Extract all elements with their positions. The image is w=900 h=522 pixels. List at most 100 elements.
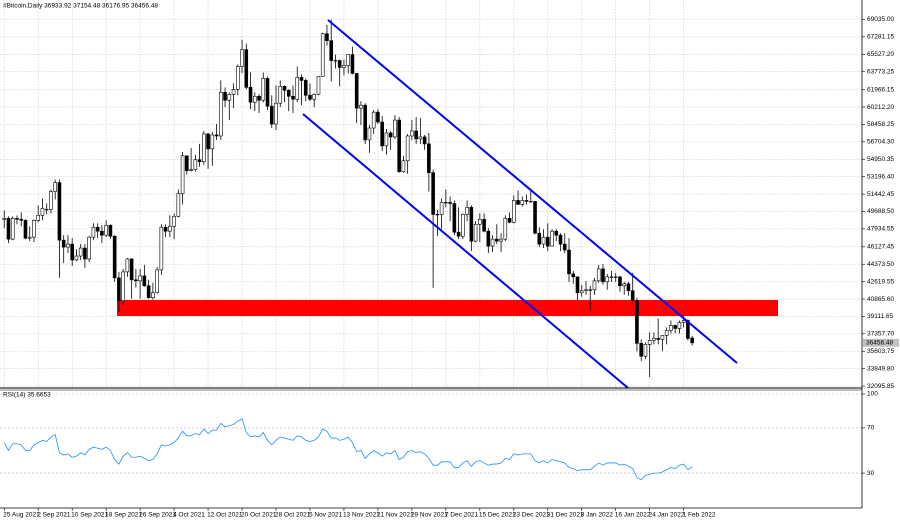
candle-body [465,207,469,215]
candle-body [70,243,74,261]
candle-body [427,143,431,173]
x-tick-label: 25 Aug 2021 [3,512,40,519]
y-tick-label: 46127.45 [867,244,894,251]
candle-body [656,338,660,340]
candle-body [639,343,643,357]
x-tick-label: 8 Jan 2022 [581,512,614,519]
candle-body [562,243,567,251]
candle-body [87,236,91,260]
candle-body [452,203,457,233]
candle-body [163,226,168,232]
candle-body [677,322,682,329]
candle-body [405,135,410,162]
x-tick-label: 5 Nov 2021 [309,512,343,519]
candle-body [240,49,244,67]
candle-body [265,78,270,107]
candle-body [66,243,70,248]
y-tick-label: 35603.75 [867,348,894,355]
x-tick-label: 24 Jan 2022 [649,512,685,519]
candle-body [40,208,45,216]
candle-body [499,238,503,242]
candle-body [554,230,559,236]
y-tick-label: 58458.25 [867,121,894,128]
candle-body [23,219,28,239]
candle-body [690,337,694,344]
y-tick-label: 63773.25 [867,68,894,75]
candle-body [673,325,677,329]
last-price-box [863,338,899,347]
candle-body [333,60,338,62]
candle-body [6,218,11,240]
candle-body [567,249,571,275]
support-zone [117,300,778,316]
candle-body [512,200,516,223]
candle-body [643,344,648,357]
candle-body [618,276,622,287]
candle-body [346,54,350,66]
channel-lower [302,113,629,389]
candle-body [129,258,134,281]
candle-body [252,95,257,103]
candle-body [571,273,576,278]
candle-body [295,77,300,100]
candle-body [235,66,240,90]
candle-body [486,230,491,247]
candle-body [579,290,584,294]
candle-body [503,218,508,240]
candle-body [15,218,19,220]
x-tick-label: 4 Oct 2021 [173,512,205,519]
candle-body [520,200,525,205]
candle-body [435,214,440,216]
candle-body [444,202,448,204]
candle-body [507,218,512,223]
last-price-label: 36456.48 [866,340,893,347]
x-tick-label: 16 Jan 2022 [615,512,651,519]
candle-body [100,230,104,236]
candle-body [359,104,363,109]
candle-body [49,191,53,210]
candle-body [533,201,537,234]
candle-body [83,247,87,260]
candle-body [57,182,62,241]
candle-body [380,121,384,147]
candle-body [516,200,520,205]
rsi-tick-label: 100 [867,391,878,398]
candle-body [320,33,325,77]
candle-body [155,269,159,294]
candle-body [490,238,495,247]
candle-body [53,182,58,192]
candle-body [159,226,164,271]
y-tick-label: 69035.00 [867,16,894,23]
channel-upper [327,19,738,364]
candle-body [248,87,253,103]
chart-title: #Bitcoin,Daily 36933.92 37154.48 36176.9… [3,3,158,10]
y-tick-label: 61966.15 [867,86,894,93]
candle-body [669,325,673,331]
y-tick-label: 33849.80 [867,365,894,372]
candle-body [681,320,686,323]
candle-body [36,215,41,221]
y-tick-label: 37357.70 [867,331,894,338]
y-tick-label: 49688.50 [867,208,894,215]
candle-body [282,86,287,91]
y-tick-label: 60212.20 [867,104,894,111]
candle-body [176,193,181,217]
candle-body [431,172,435,215]
candle-body [112,235,117,279]
candle-body [125,258,130,273]
candle-body [312,93,317,100]
candle-body [495,238,499,242]
candle-body [393,119,397,138]
candle-body [104,224,108,236]
y-tick-label: 67281.15 [867,34,894,41]
candle-body [27,236,32,239]
candle-body [478,219,482,225]
candle-body [388,132,393,138]
candle-body [596,268,601,282]
candle-body [626,283,631,292]
axis-layer: 69035.00 67281.15 65527.20 63773.25 61966.15… [3,16,899,519]
x-tick-label: 29 Nov 2021 [411,512,448,519]
candle-body [660,335,665,340]
candle-body [117,277,121,301]
y-tick-label: 65527.20 [867,51,894,58]
